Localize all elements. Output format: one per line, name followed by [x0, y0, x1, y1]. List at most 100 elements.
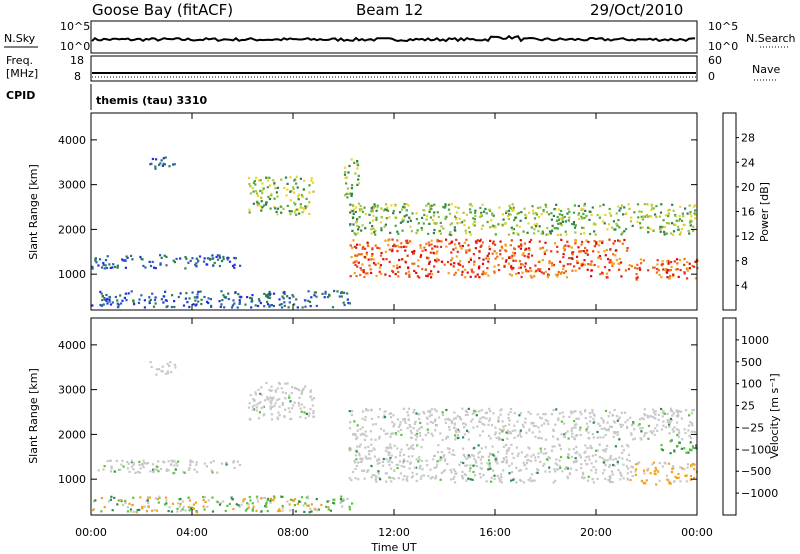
- range-cell: [493, 271, 496, 274]
- range-cell: [452, 449, 455, 452]
- range-cell: [543, 462, 546, 466]
- range-cell: [538, 225, 541, 228]
- range-cell: [303, 207, 306, 210]
- range-cell: [552, 263, 556, 267]
- range-cell: [482, 258, 485, 261]
- range-cell: [374, 423, 377, 426]
- range-cell: [148, 496, 152, 499]
- range-cell: [385, 217, 388, 220]
- range-cell: [415, 232, 418, 235]
- range-cell: [433, 228, 436, 232]
- range-cell: [440, 260, 443, 263]
- range-cell: [554, 470, 557, 473]
- range-cell: [487, 423, 490, 426]
- range-cell: [124, 259, 127, 262]
- range-cell: [353, 272, 356, 275]
- range-cell: [390, 480, 393, 483]
- range-cell: [595, 460, 598, 463]
- range-cell: [425, 204, 428, 207]
- range-cell: [223, 306, 226, 309]
- range-cell: [466, 464, 469, 467]
- range-cell: [324, 290, 327, 293]
- range-cell: [520, 275, 523, 279]
- range-cell: [282, 297, 285, 300]
- range-cell: [462, 453, 465, 457]
- range-cell: [298, 396, 301, 399]
- range-cell: [658, 228, 662, 231]
- range-cell: [615, 415, 618, 418]
- range-cell: [483, 272, 486, 275]
- range-cell: [432, 252, 435, 255]
- range-cell: [448, 212, 452, 215]
- range-cell: [658, 462, 661, 465]
- range-cell: [688, 204, 691, 207]
- range-cell: [278, 509, 281, 513]
- range-cell: [471, 478, 474, 481]
- range-cell: [556, 245, 559, 248]
- range-cell: [252, 408, 255, 411]
- range-cell: [681, 467, 684, 470]
- range-cell: [511, 203, 514, 206]
- range-cell: [120, 499, 123, 502]
- range-cell: [357, 228, 360, 231]
- range-cell: [174, 366, 177, 369]
- range-cell: [360, 460, 364, 463]
- range-cell: [418, 427, 421, 430]
- range-cell: [349, 223, 352, 226]
- range-cell: [636, 220, 639, 223]
- range-cell: [490, 219, 493, 222]
- range-cell: [281, 391, 284, 394]
- range-cell: [495, 456, 498, 459]
- range-cell: [509, 411, 512, 414]
- range-cell: [678, 233, 681, 236]
- range-cell: [472, 253, 475, 256]
- range-cell: [249, 296, 252, 299]
- range-cell: [370, 271, 373, 274]
- range-cell: [427, 232, 430, 235]
- range-cell: [203, 462, 206, 465]
- range-cell: [464, 232, 468, 235]
- range-cell: [388, 274, 391, 278]
- range-cell: [450, 202, 453, 206]
- range-cell: [459, 221, 462, 224]
- range-cell: [103, 267, 106, 270]
- range-cell: [574, 434, 577, 437]
- range-cell: [191, 257, 194, 260]
- range-cell: [316, 509, 319, 512]
- range-cell: [573, 265, 576, 268]
- range-cell: [454, 470, 457, 473]
- range-cell: [360, 229, 363, 232]
- range-cell: [238, 505, 241, 508]
- range-cell: [409, 462, 412, 465]
- range-cell: [363, 255, 366, 259]
- range-cell: [363, 275, 366, 279]
- cpid-label: CPID: [6, 89, 35, 102]
- range-cell: [382, 209, 385, 212]
- range-cell: [253, 179, 256, 183]
- range-cell: [453, 417, 456, 420]
- range-cell: [643, 413, 646, 416]
- range-cell: [535, 211, 538, 215]
- range-cell: [669, 420, 672, 423]
- range-cell: [151, 260, 154, 263]
- range-cell: [559, 222, 562, 225]
- y-tick-label: 2000: [58, 223, 86, 236]
- range-cell: [263, 305, 266, 308]
- range-cell: [399, 454, 402, 457]
- range-cell: [276, 399, 279, 402]
- range-cell: [634, 470, 637, 473]
- range-cell: [233, 302, 236, 305]
- range-cell: [513, 252, 517, 255]
- range-cell: [122, 503, 125, 507]
- range-cell: [532, 453, 535, 456]
- range-cell: [292, 404, 295, 407]
- range-cell: [188, 509, 191, 512]
- range-cell: [520, 211, 523, 214]
- range-cell: [384, 472, 387, 475]
- range-cell: [173, 363, 177, 366]
- range-cell: [339, 498, 343, 501]
- range-cell: [566, 263, 569, 266]
- range-cell: [348, 505, 351, 508]
- range-cell: [203, 257, 206, 260]
